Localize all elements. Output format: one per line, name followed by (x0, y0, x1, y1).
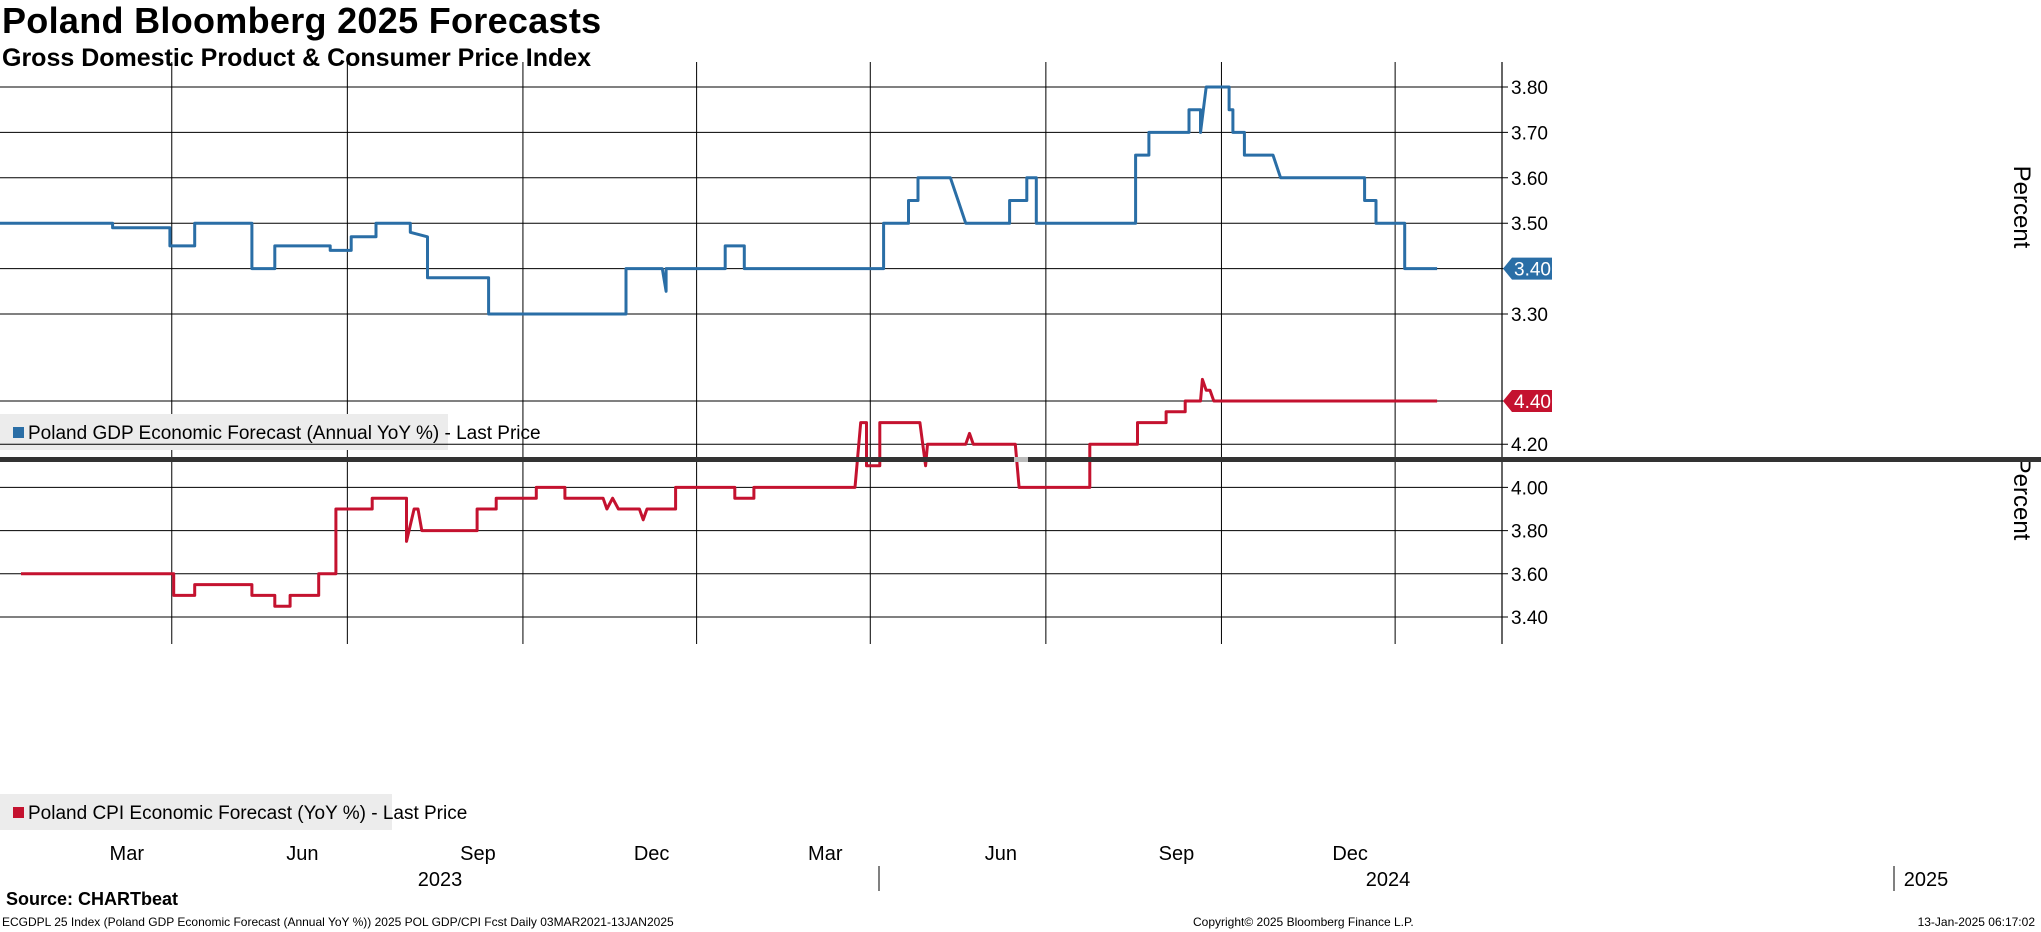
legend-label: Poland GDP Economic Forecast (Annual YoY… (28, 423, 541, 444)
x-tick-label-year: 2023 (418, 869, 463, 891)
y-tick-label: 3.70 (1511, 123, 1548, 144)
x-tick-label-year: 2025 (1904, 869, 1949, 891)
x-tick-label-month: Sep (460, 843, 496, 865)
footer-timestamp: 13-Jan-2025 06:17:02 (1917, 915, 2035, 929)
x-tick-label-month: Dec (1332, 843, 1368, 865)
x-tick-label-month: Mar (110, 843, 145, 865)
legend-swatch (13, 427, 24, 438)
y-tick-label: 3.30 (1511, 305, 1548, 326)
series-line-gdp (0, 85, 1438, 316)
chart-title: Poland Bloomberg 2025 Forecasts (2, 0, 602, 41)
y-tick-label: 4.00 (1511, 478, 1548, 499)
y-tick-label: 3.40 (1511, 608, 1548, 629)
legend-cpi: Poland CPI Economic Forecast (YoY %) - L… (0, 794, 467, 830)
last-value-badge-shape (1503, 390, 1552, 412)
last-value-badge-shape (1503, 257, 1552, 280)
legend-label: Poland CPI Economic Forecast (YoY %) - L… (28, 803, 467, 824)
y-axis-title: Percent (2008, 458, 2035, 541)
x-tick-label-month: Jun (286, 843, 318, 865)
x-tick-label-month: Jun (985, 843, 1017, 865)
y-axis-title: Percent (2008, 166, 2035, 249)
footer-ticker-info: ECGDPL 25 Index (Poland GDP Economic For… (2, 915, 674, 929)
y-tick-label: 4.20 (1511, 435, 1548, 456)
source-note: Source: CHARTbeat (6, 889, 179, 909)
panel-divider-handle (1014, 457, 1028, 462)
last-value-label: 4.40 (1514, 392, 1551, 413)
x-tick-label-month: Mar (808, 843, 843, 865)
y-tick-label: 3.60 (1511, 169, 1548, 190)
chart-subtitle: Gross Domestic Product & Consumer Price … (2, 44, 592, 72)
x-tick-label-year: 2024 (1366, 869, 1411, 891)
series-line-cpi (21, 377, 1438, 608)
y-tick-label: 3.50 (1511, 214, 1548, 235)
y-tick-label: 3.80 (1511, 78, 1548, 99)
last-value-label: 3.40 (1514, 260, 1551, 281)
last-value-badge: 4.40 (1503, 390, 1552, 413)
x-tick-label-month: Dec (634, 843, 670, 865)
legend-background (0, 794, 392, 830)
footer-copyright: Copyright© 2025 Bloomberg Finance L.P. (1193, 915, 1414, 929)
y-tick-label: 3.60 (1511, 565, 1548, 586)
y-tick-label: 3.80 (1511, 522, 1548, 543)
legend-swatch (13, 807, 24, 818)
last-value-badge: 3.40 (1503, 257, 1552, 281)
x-tick-label-month: Sep (1159, 843, 1195, 865)
